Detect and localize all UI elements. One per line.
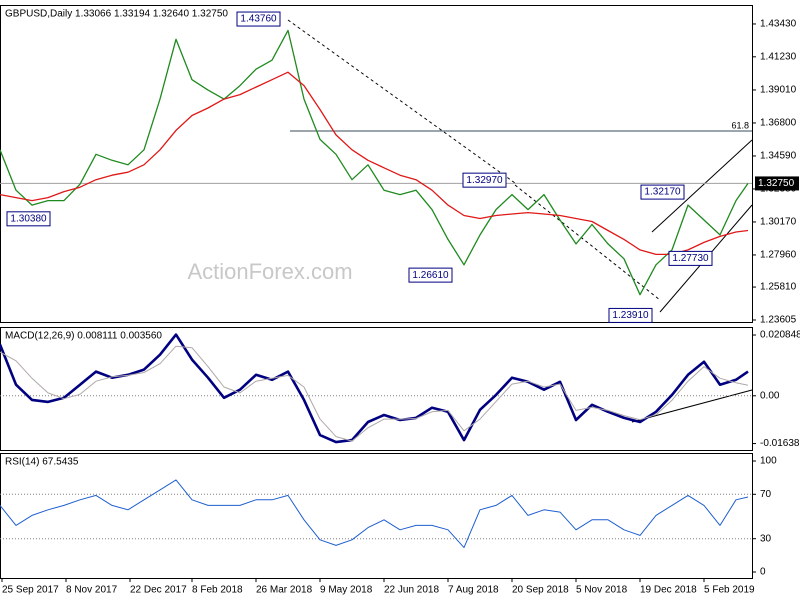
annotation-label: 1.30380 bbox=[10, 213, 47, 224]
annotation-box bbox=[608, 307, 653, 323]
y-tick-label: 100 bbox=[760, 456, 777, 467]
annotation-box bbox=[462, 172, 507, 188]
annotation-box bbox=[668, 250, 713, 266]
annotation-box bbox=[408, 267, 453, 283]
price-annotation: 1.30380 bbox=[6, 211, 51, 227]
x-tick-label: 22 Jun 2018 bbox=[384, 585, 439, 596]
trend-line bbox=[514, 184, 661, 301]
y-tick-label: 1.30170 bbox=[760, 217, 797, 228]
x-tick-label: 26 Mar 2018 bbox=[256, 585, 313, 596]
y-tick-label: 0.00 bbox=[760, 390, 780, 401]
x-tick-label: 8 Feb 2018 bbox=[192, 585, 243, 596]
watermark: ActionForex.com bbox=[187, 259, 352, 284]
x-tick-label: 19 Dec 2018 bbox=[640, 585, 697, 596]
annotation-label: 1.23910 bbox=[612, 310, 649, 321]
panel-title: MACD(12,26,9) 0.008111 0.003560 bbox=[5, 331, 162, 342]
annotation-box bbox=[640, 184, 685, 200]
price-panel bbox=[0, 5, 753, 323]
last-price-box bbox=[755, 176, 799, 191]
annotation-box bbox=[6, 211, 51, 227]
price-annotation: 1.43760 bbox=[236, 11, 281, 27]
series-line bbox=[0, 345, 749, 442]
series-line bbox=[0, 29, 749, 296]
x-tick-label: 25 Sep 2017 bbox=[2, 585, 59, 596]
x-tick-label: 7 Aug 2018 bbox=[448, 585, 499, 596]
annotation-label: 1.32170 bbox=[644, 187, 681, 198]
y-tick-label: 1.41230 bbox=[760, 51, 797, 62]
price-annotation: 1.32170 bbox=[640, 184, 685, 200]
y-tick-label: 0.020848 bbox=[760, 330, 800, 341]
x-tick-label: 5 Feb 2019 bbox=[704, 585, 755, 596]
annotation-label: 1.27730 bbox=[672, 253, 709, 264]
annotation-label: 1.43760 bbox=[240, 14, 277, 25]
y-tick-label: -0.016389 bbox=[760, 438, 800, 449]
fib-label: 61.8 bbox=[731, 120, 749, 130]
x-tick-label: 8 Nov 2017 bbox=[66, 585, 118, 596]
price-annotation: 1.27730 bbox=[668, 250, 713, 266]
x-tick-label: 20 Sep 2018 bbox=[512, 585, 569, 596]
last-price-label: 1.32750 bbox=[758, 178, 795, 189]
annotation-box bbox=[236, 11, 281, 27]
y-tick-label: 1.43430 bbox=[760, 19, 797, 30]
macd-panel bbox=[0, 327, 753, 451]
y-tick-label: 1.34590 bbox=[760, 151, 797, 162]
price-annotation: 1.26610 bbox=[408, 267, 453, 283]
price-annotation: 1.23910 bbox=[608, 307, 653, 323]
trend-line bbox=[287, 19, 516, 184]
series-line bbox=[0, 479, 749, 549]
price-annotation: 1.32970 bbox=[462, 172, 507, 188]
series-line bbox=[0, 71, 749, 256]
y-tick-label: 1.39010 bbox=[760, 85, 797, 96]
channel-line bbox=[651, 139, 753, 233]
x-tick-label: 9 May 2018 bbox=[320, 585, 373, 596]
y-tick-label: 0 bbox=[760, 567, 766, 578]
y-tick-label: 1.27960 bbox=[760, 250, 797, 261]
panel-title: GBPUSD,Daily 1.33066 1.33194 1.32640 1.3… bbox=[5, 9, 228, 20]
annotation-label: 1.32970 bbox=[466, 175, 503, 186]
annotation-label: 1.26610 bbox=[412, 270, 449, 281]
x-tick-label: 5 Nov 2018 bbox=[576, 585, 628, 596]
rsi-panel bbox=[0, 453, 753, 579]
y-tick-label: 1.23605 bbox=[760, 315, 797, 326]
y-tick-label: 70 bbox=[760, 489, 772, 500]
y-tick-label: 1.25810 bbox=[760, 282, 797, 293]
panel-title: RSI(14) 67.5435 bbox=[5, 457, 79, 468]
y-tick-label: 30 bbox=[760, 533, 772, 544]
y-tick-label: 1.36800 bbox=[760, 118, 797, 129]
x-tick-label: 22 Dec 2017 bbox=[130, 585, 187, 596]
